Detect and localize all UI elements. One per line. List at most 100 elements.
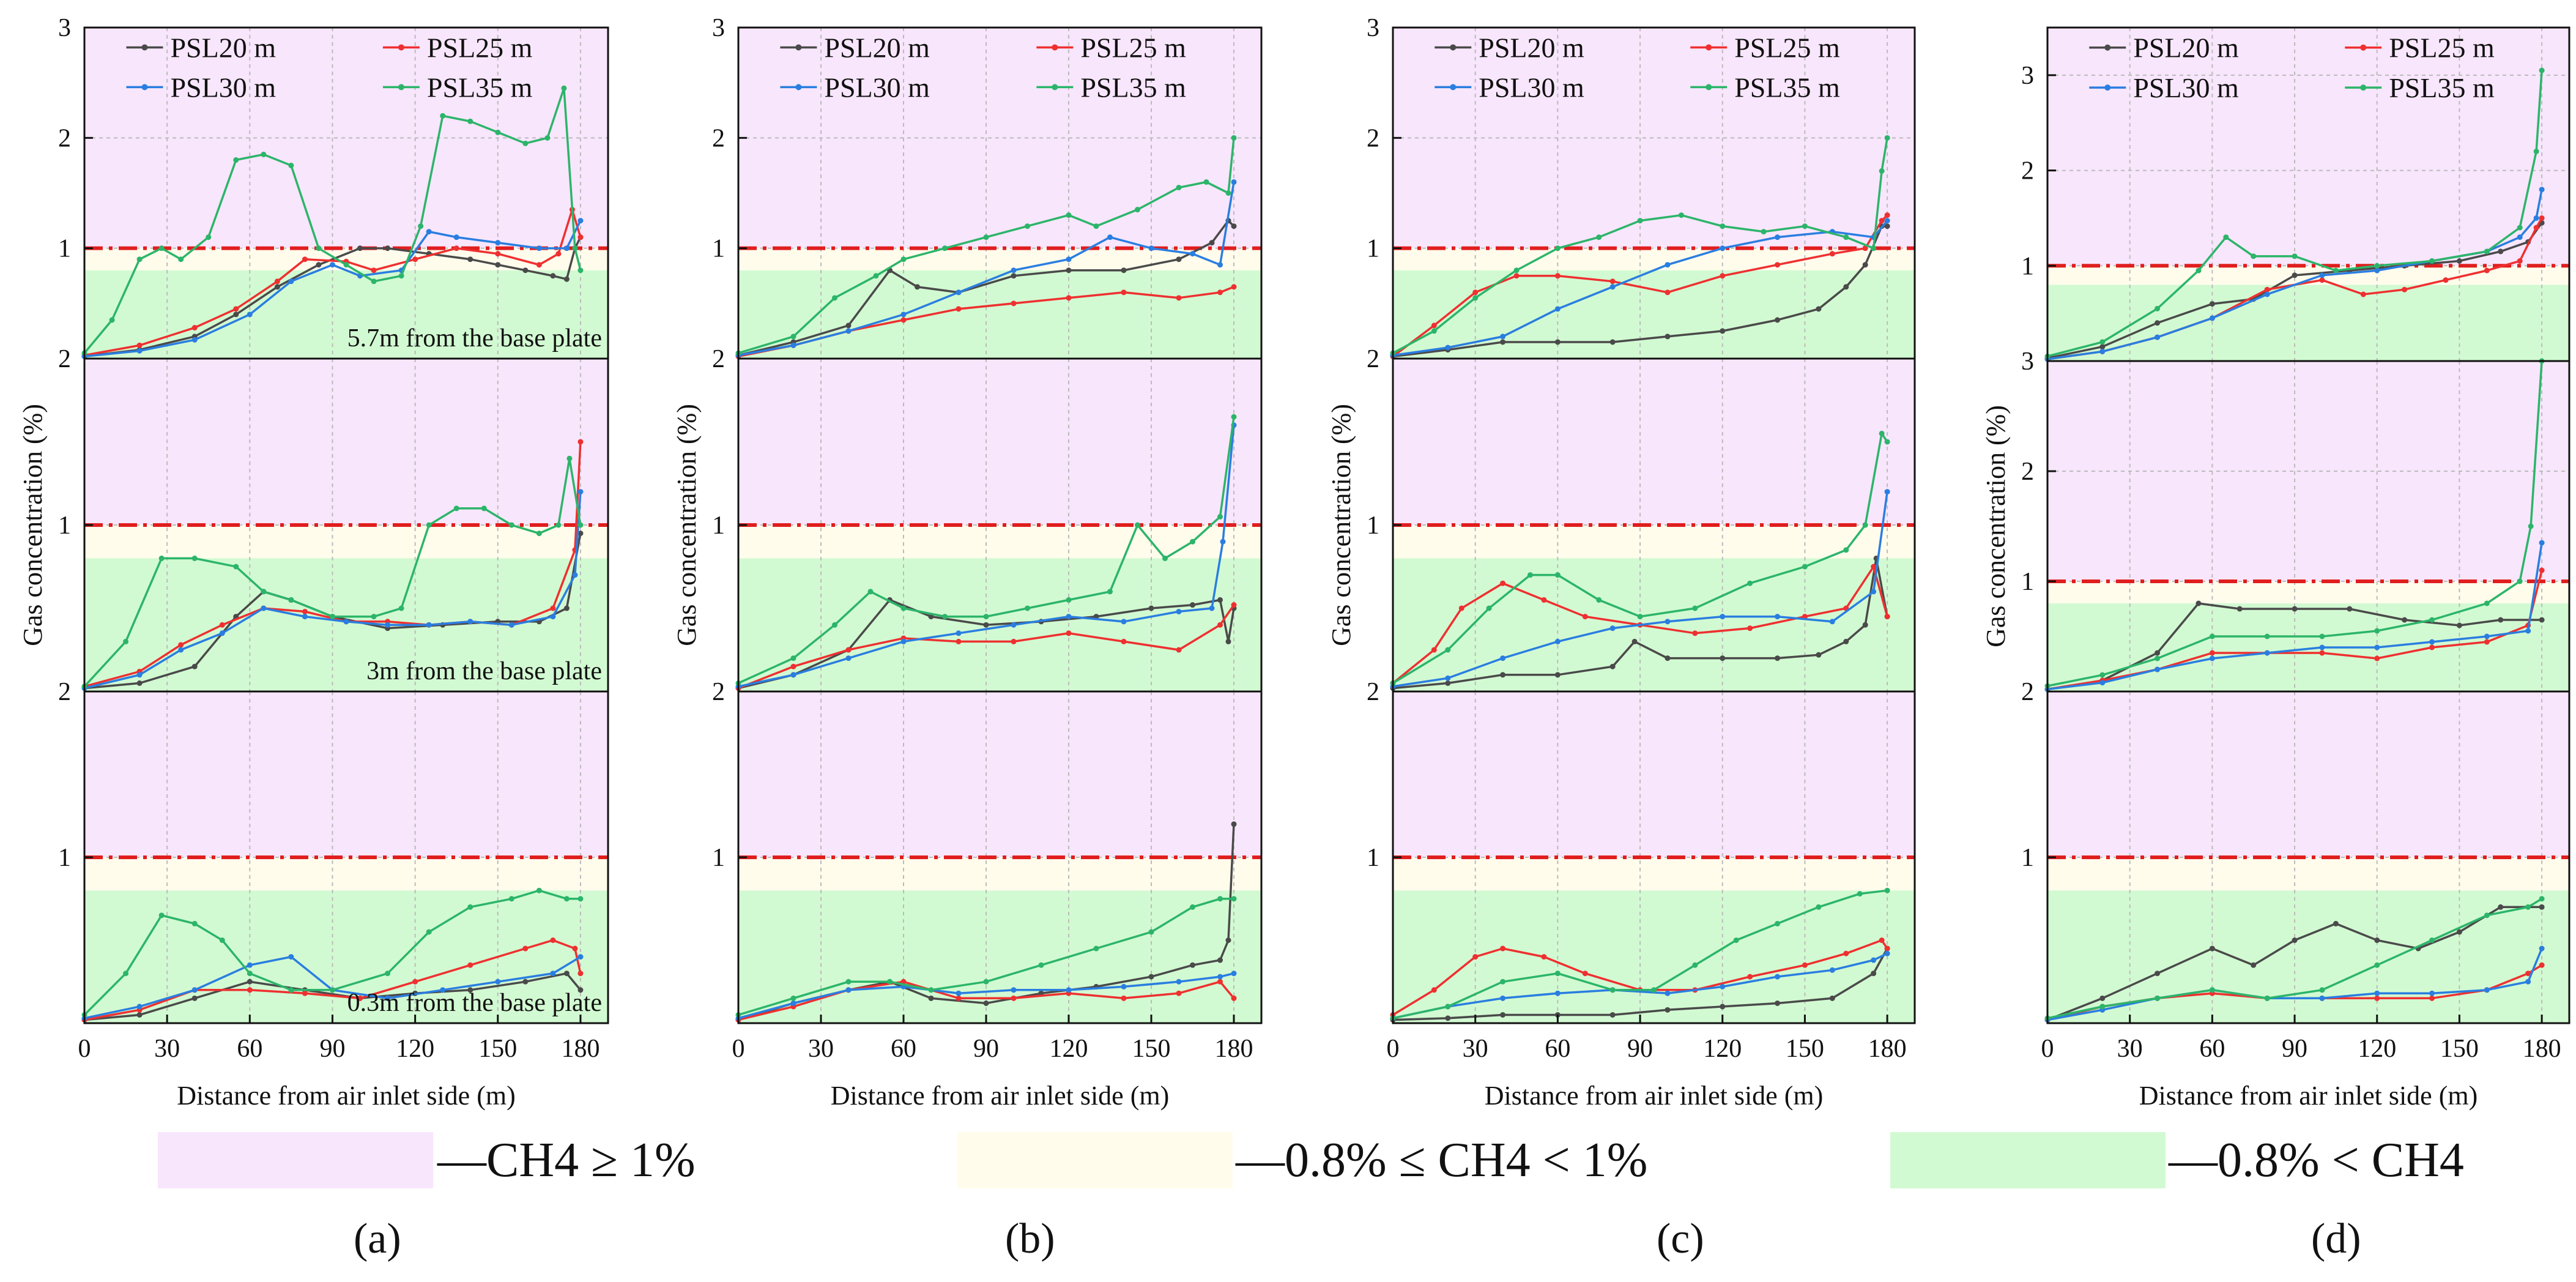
legend-label: PSL20 m (2133, 32, 2239, 64)
data-point (2498, 617, 2504, 623)
data-point (522, 978, 529, 985)
data-point (261, 589, 267, 595)
data-point (1121, 619, 1127, 625)
data-point (956, 630, 962, 636)
data-point (900, 638, 907, 644)
data-point (536, 245, 542, 252)
data-point (577, 489, 584, 495)
data-point (1775, 234, 1781, 240)
data-point (1609, 284, 1616, 290)
data-point (1775, 920, 1781, 926)
data-point (563, 276, 570, 282)
data-point (1011, 622, 1017, 628)
chart-panel-a: 1 2 3 5.7m from the base plate PSL20 m PSL25 … (18, 14, 609, 1111)
data-point (1665, 334, 1671, 340)
data-point (1011, 987, 1017, 993)
data-point (2347, 606, 2353, 612)
x-axis-title: Distance from air inlet side (m) (177, 1081, 515, 1111)
data-point (2155, 666, 2161, 673)
data-point (1121, 983, 1127, 989)
data-point (2484, 987, 2490, 993)
subplot-b-2: 12 (712, 345, 1263, 693)
legend-marker (1450, 44, 1457, 51)
data-point (1500, 1012, 1506, 1018)
data-point (1609, 278, 1616, 285)
subplot-annotation: 3m from the base plate (366, 657, 602, 685)
band-warning (1393, 525, 1915, 559)
legend-marker (1706, 44, 1712, 51)
data-point (247, 311, 253, 318)
data-point (577, 218, 584, 224)
data-point (136, 1012, 143, 1018)
data-point (1217, 896, 1223, 902)
legend-label: PSL25 m (1080, 32, 1186, 63)
data-point (2539, 540, 2545, 546)
y-tick-label: 2 (1367, 345, 1379, 373)
y-tick-label: 2 (1367, 678, 1379, 706)
data-point (832, 622, 837, 628)
data-point (371, 267, 377, 274)
data-point (1554, 306, 1561, 312)
data-point (2456, 622, 2462, 628)
data-point (956, 990, 962, 996)
series-line-psl35-m (2047, 360, 2543, 687)
y-tick-label: 1 (1367, 512, 1379, 540)
data-point (1871, 957, 1877, 963)
y-axis-title: Gas concentration (%) (1981, 405, 2011, 647)
data-point (1665, 655, 1671, 661)
data-point (2533, 225, 2539, 231)
x-tick-label: 0 (78, 1035, 91, 1063)
data-point (178, 642, 184, 648)
data-point (2517, 578, 2523, 584)
data-point (1500, 995, 1506, 1001)
data-point (1720, 1004, 1726, 1010)
data-point (2319, 650, 2325, 656)
data-point (1816, 652, 1822, 658)
data-point (2533, 215, 2539, 221)
data-point (495, 240, 501, 246)
data-point (302, 608, 308, 614)
data-point (2517, 225, 2523, 231)
data-point (577, 439, 584, 445)
legend-label: PSL35 m (1734, 72, 1840, 103)
data-point (845, 978, 852, 985)
x-tick-label: 30 (1463, 1035, 1488, 1063)
data-point (915, 284, 920, 290)
data-point (1665, 262, 1671, 268)
data-point (1843, 284, 1849, 290)
data-point (343, 262, 349, 268)
data-point (1554, 339, 1561, 345)
data-point (536, 887, 542, 893)
data-point (1011, 638, 1017, 644)
data-point (467, 962, 473, 968)
data-point (1665, 990, 1671, 996)
legend-marker (2104, 84, 2111, 91)
legend-marker (2360, 84, 2367, 91)
data-point (1148, 929, 1154, 935)
data-point (2498, 248, 2504, 255)
data-point (2292, 937, 2298, 943)
data-point (329, 987, 335, 993)
data-point (191, 337, 198, 343)
data-point (577, 234, 584, 240)
data-point (1879, 218, 1885, 224)
data-point (1431, 328, 1437, 334)
data-point (1121, 638, 1127, 644)
data-point (2264, 995, 2270, 1001)
data-point (302, 614, 308, 620)
data-point (2429, 617, 2435, 623)
data-point (1678, 212, 1684, 218)
band-warning (84, 525, 608, 559)
data-point (206, 234, 212, 240)
y-tick-label: 2 (2021, 157, 2034, 185)
data-point (1637, 218, 1643, 224)
data-point (481, 505, 487, 512)
data-point (2099, 1004, 2106, 1010)
data-point (2292, 253, 2298, 259)
data-point (109, 317, 115, 323)
data-point (412, 256, 418, 263)
data-point (1148, 245, 1154, 252)
data-point (1554, 572, 1561, 578)
